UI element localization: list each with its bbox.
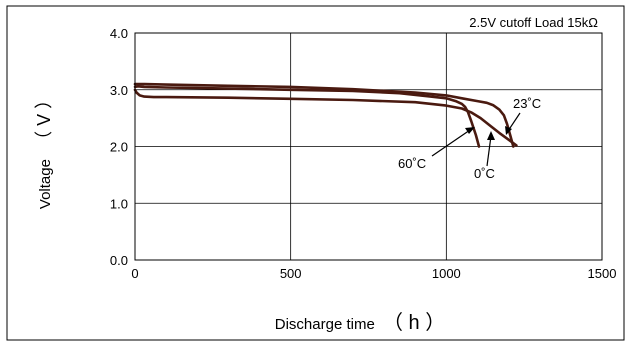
label-60c: 60˚C [398,156,426,171]
arrow-23c-line [507,112,521,132]
x-tick-labels: 0 500 1000 1500 [131,266,616,281]
x-tick-label: 1500 [588,266,617,281]
series-line-0 [133,85,481,148]
y-tick-label: 1.0 [110,196,128,211]
x-axis-title: Discharge time （ h ） [275,311,445,334]
arrow-0c-head [487,131,495,140]
x-axis-unit: （ h ） [383,311,445,334]
arrow-60c-line [431,129,471,157]
y-tick-label: 0.0 [110,253,128,268]
cutoff-annotation: 2.5V cutoff Load 15kΩ [469,15,598,30]
x-axis-label: Discharge time [275,316,375,333]
y-tick-label: 2.0 [110,140,128,155]
series-line-2 [133,88,518,147]
y-tick-labels: 0.0 1.0 2.0 3.0 4.0 [110,26,128,268]
plot-area-border [134,32,603,261]
y-axis-title: Voltage （ V ） [34,91,54,209]
series-line-1 [133,82,515,148]
x-tick-label: 1000 [432,266,461,281]
label-23c: 23˚C [513,96,541,111]
label-0c: 0˚C [474,166,495,181]
arrow-0c-line [486,135,492,167]
y-axis-label: Voltage [37,159,54,209]
x-tick-label: 500 [280,266,302,281]
y-tick-label: 3.0 [110,83,128,98]
y-tick-label: 4.0 [110,26,128,41]
arrow-23c-head [505,126,512,135]
x-tick-label: 0 [131,266,138,281]
y-axis-unit: （ V ） [34,91,54,149]
arrow-60c-head [465,127,475,134]
outer-border [6,5,625,341]
series-lines [133,82,518,148]
